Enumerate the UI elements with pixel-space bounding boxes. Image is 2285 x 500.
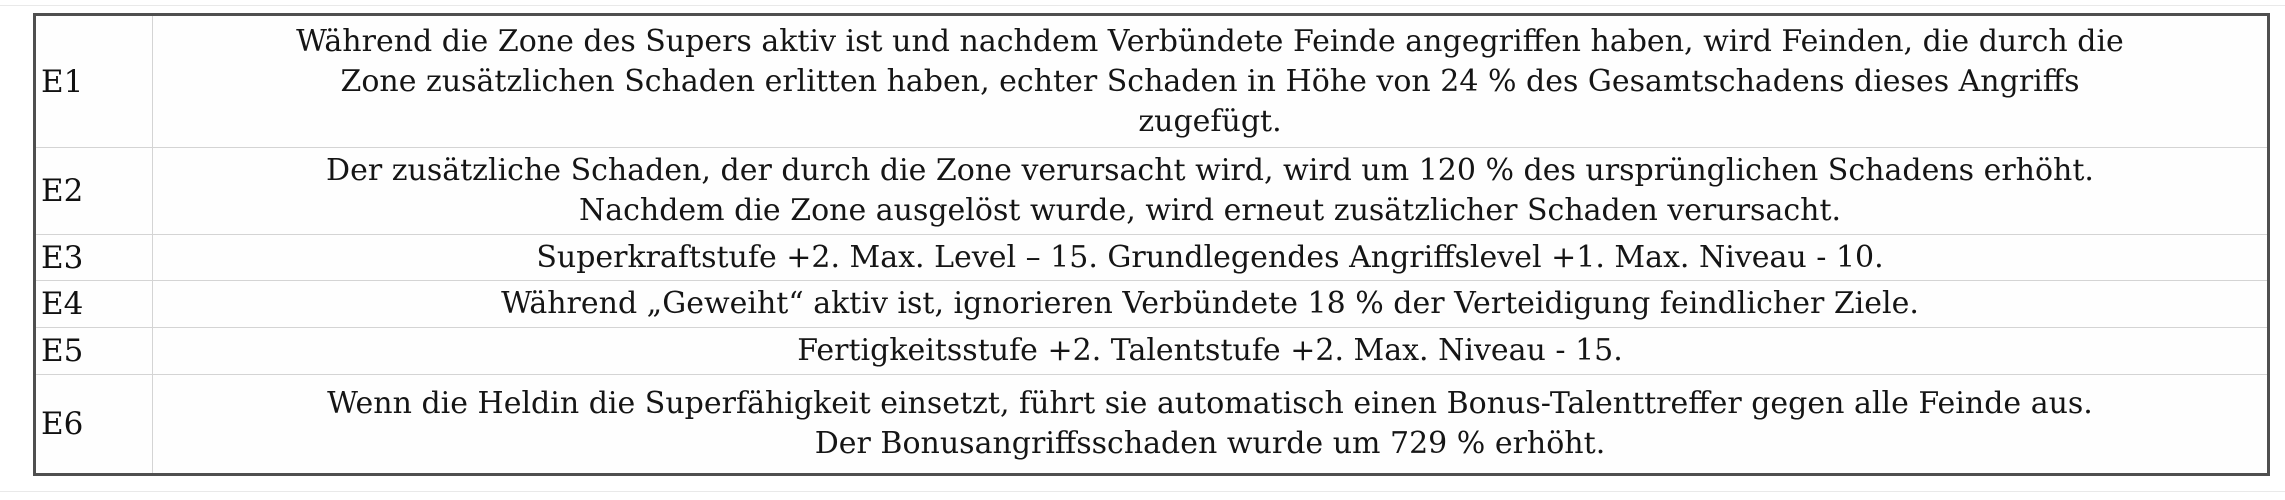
row-description-text: Wenn die Heldin die Superfähigkeit einse… — [152, 374, 2269, 475]
table-row: E3 Superkraftstufe +2. Max. Level – 15. G… — [34, 234, 2269, 281]
row-id-label: E2 — [34, 147, 153, 235]
row-description-text: Fertigkeitsstufe +2. Talentstufe +2. Max… — [152, 327, 2269, 375]
row-id-label: E5 — [34, 327, 153, 375]
row-id-label: E4 — [34, 280, 153, 328]
skill-table-container: E1 Während die Zone des Supers aktiv ist … — [33, 13, 2270, 476]
row-id-label: E3 — [34, 234, 153, 281]
row-description-text: Superkraftstufe +2. Max. Level – 15. Gru… — [152, 234, 2269, 281]
row-description-text: Während „Geweiht“ aktiv ist, ignorieren … — [152, 280, 2269, 328]
table-row: E2 Der zusätzliche Schaden, der durch die… — [34, 147, 2269, 235]
row-id-label: E1 — [34, 14, 153, 148]
skill-table: E1 Während die Zone des Supers aktiv ist … — [33, 13, 2270, 476]
page-divider-bottom — [0, 491, 2285, 492]
row-description-text: Während die Zone des Supers aktiv ist un… — [152, 14, 2269, 148]
table-row: E1 Während die Zone des Supers aktiv ist … — [34, 14, 2269, 148]
row-description-text: Der zusätzliche Schaden, der durch die Z… — [152, 147, 2269, 235]
skill-table-body: E1 Während die Zone des Supers aktiv ist … — [34, 14, 2269, 475]
table-row: E6 Wenn die Heldin die Superfähigkeit ein… — [34, 374, 2269, 475]
table-row: E5 Fertigkeitsstufe +2. Talentstufe +2. M… — [34, 327, 2269, 375]
row-id-label: E6 — [34, 374, 153, 475]
table-row: E4 Während „Geweiht“ aktiv ist, ignoriere… — [34, 280, 2269, 328]
page-divider-top — [0, 5, 2285, 6]
